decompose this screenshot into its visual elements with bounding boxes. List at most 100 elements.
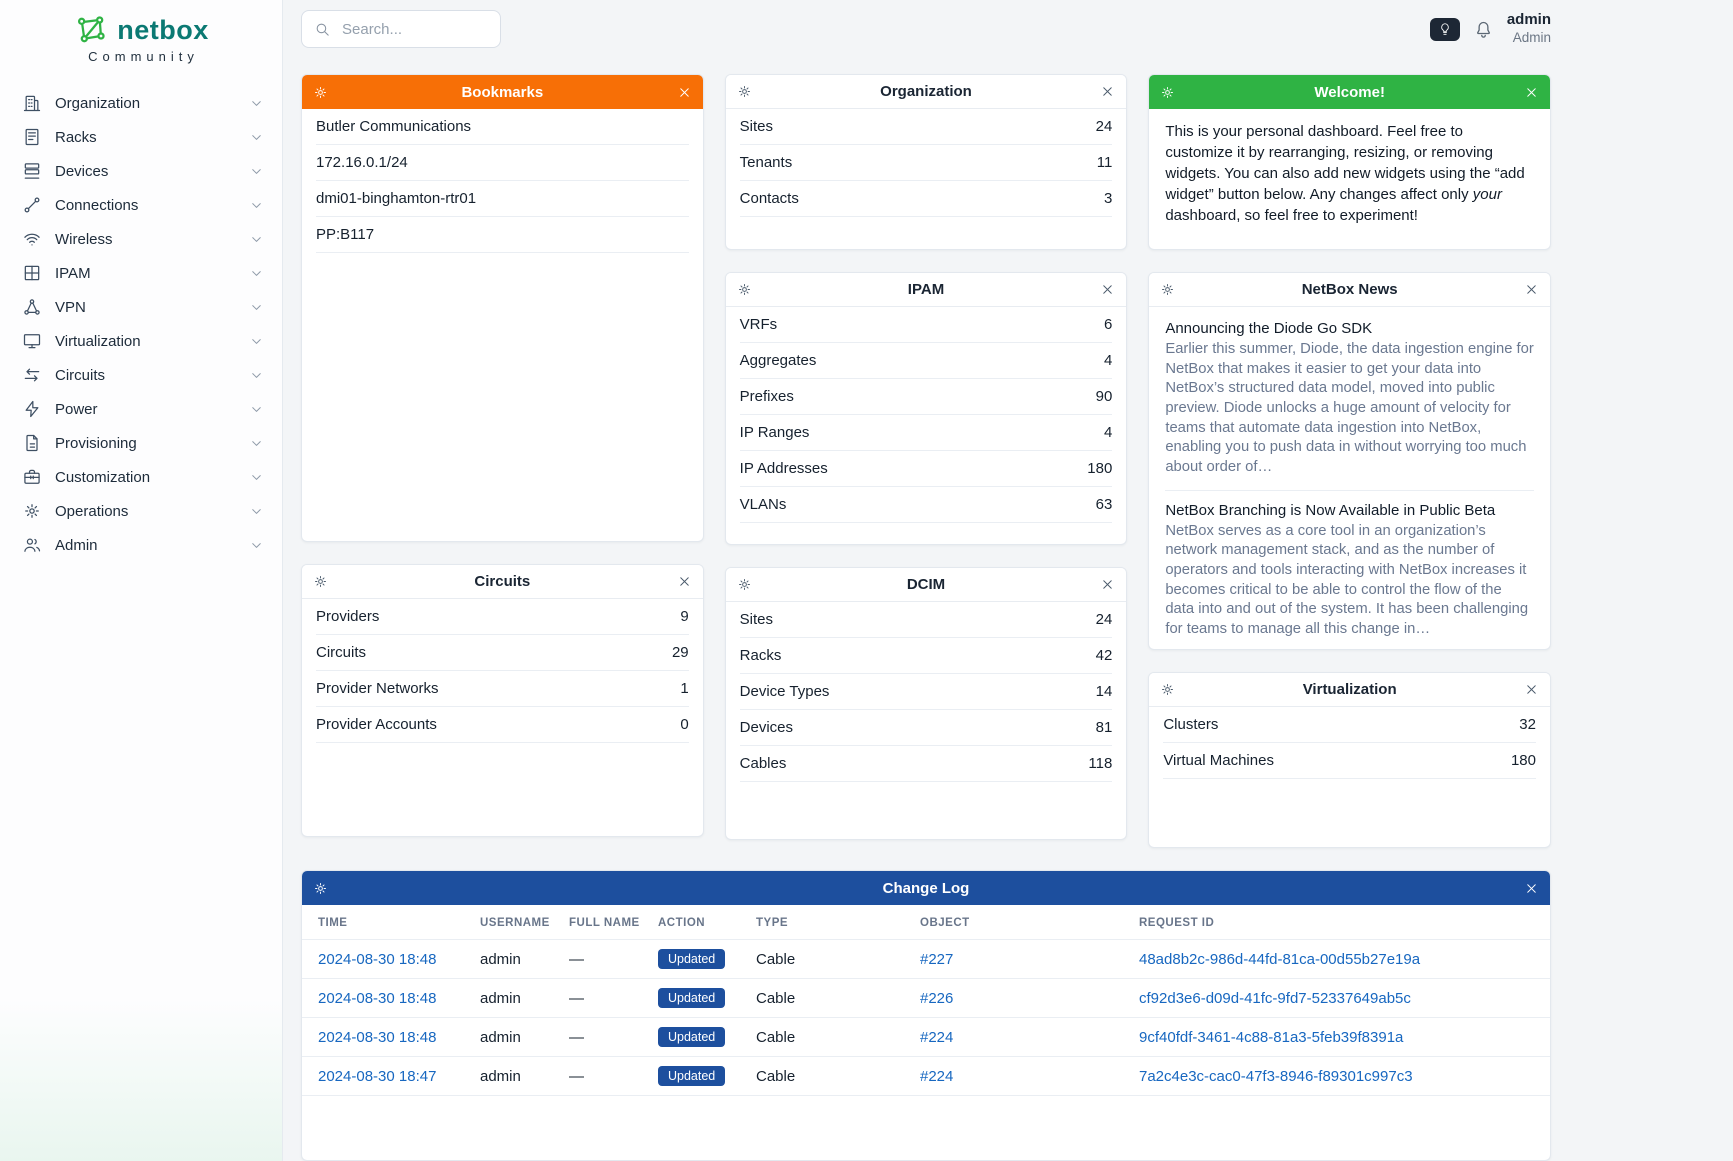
changelog-object-link[interactable]: #226 <box>920 989 954 1007</box>
widget-config-button[interactable] <box>735 575 754 594</box>
stat-row[interactable]: Clusters 32 <box>1163 707 1536 743</box>
widget-close-button[interactable] <box>1098 575 1117 594</box>
changelog-object-link[interactable]: #224 <box>920 1028 954 1046</box>
bookmark-item[interactable]: dmi01-binghamton-rtr01 <box>316 181 689 217</box>
sidebar-item-admin[interactable]: Admin <box>0 528 282 562</box>
gear-icon <box>738 86 750 97</box>
gears-icon <box>22 501 42 521</box>
stat-row[interactable]: Racks 42 <box>739 638 1113 674</box>
stat-row[interactable]: Providers 9 <box>316 599 689 635</box>
sidebar-item-power[interactable]: Power <box>0 392 282 426</box>
chevron-down-icon <box>249 232 264 247</box>
widget-config-button[interactable] <box>1158 83 1177 102</box>
widget-close-button[interactable] <box>1522 680 1541 699</box>
stat-row[interactable]: Cables 118 <box>739 746 1113 782</box>
sidebar-item-virtualization[interactable]: Virtualization <box>0 324 282 358</box>
stat-value: 9 <box>680 608 689 625</box>
stat-row[interactable]: Sites 24 <box>739 602 1113 638</box>
stat-row[interactable]: VRFs 6 <box>739 307 1113 343</box>
search-box[interactable] <box>301 10 501 48</box>
stat-row[interactable]: Virtual Machines 180 <box>1163 743 1536 779</box>
close-icon <box>1103 285 1113 294</box>
sidebar-item-wireless[interactable]: Wireless <box>0 222 282 256</box>
widget-config-button[interactable] <box>311 572 330 591</box>
stat-row[interactable]: VLANs 63 <box>739 487 1113 523</box>
changelog-object-link[interactable]: #224 <box>920 1067 954 1085</box>
stat-value: 4 <box>1103 424 1113 441</box>
sidebar-item-label: Provisioning <box>55 434 137 452</box>
widget-close-button[interactable] <box>1522 280 1541 299</box>
notifications-button[interactable] <box>1473 19 1494 40</box>
news-headline[interactable]: NetBox Branching is Now Available in Pub… <box>1165 501 1496 519</box>
changelog-request-id-link[interactable]: cf92d3e6-d09d-41fc-9fd7-52337649ab5c <box>1139 989 1411 1007</box>
changelog-request-id-link[interactable]: 7a2c4e3c-cac0-47f3-8946-f89301c997c3 <box>1139 1067 1413 1085</box>
widget-config-button[interactable] <box>1158 680 1177 699</box>
bookmark-label: 172.16.0.1/24 <box>316 154 408 171</box>
main-area: admin Admin Bookmarks Butler Communicati… <box>283 0 1733 1161</box>
widget-config-button[interactable] <box>735 280 754 299</box>
user-menu[interactable]: admin Admin <box>1507 11 1551 47</box>
stat-row[interactable]: Contacts 3 <box>739 181 1113 217</box>
sidebar-item-racks[interactable]: Racks <box>0 120 282 154</box>
stat-row[interactable]: Provider Accounts 0 <box>316 707 689 743</box>
stat-row[interactable]: Device Types 14 <box>739 674 1113 710</box>
sidebar-item-connections[interactable]: Connections <box>0 188 282 222</box>
stat-row[interactable]: IP Addresses 180 <box>739 451 1113 487</box>
stat-row[interactable]: Sites 24 <box>739 109 1113 145</box>
widget-config-button[interactable] <box>311 83 330 102</box>
sidebar-item-customization[interactable]: Customization <box>0 460 282 494</box>
lightbulb-icon <box>1441 23 1449 35</box>
widget-title: Circuits <box>474 573 531 590</box>
bookmark-item[interactable]: PP:B117 <box>316 217 689 253</box>
sidebar-item-ipam[interactable]: IPAM <box>0 256 282 290</box>
bookmark-item[interactable]: Butler Communications <box>316 109 689 145</box>
dashboard-column-1: Bookmarks Butler Communications 172.16.0… <box>301 74 704 848</box>
changelog-time-link[interactable]: 2024-08-30 18:48 <box>318 1028 437 1046</box>
sidebar-item-operations[interactable]: Operations <box>0 494 282 528</box>
stat-label: IP Ranges <box>739 424 810 441</box>
changelog-request-id-link[interactable]: 9cf40fdf-3461-4c88-81a3-5feb39f8391a <box>1139 1028 1404 1046</box>
changelog-request-id-link[interactable]: 48ad8b2c-986d-44fd-81ca-00d55b27e19a <box>1139 950 1421 968</box>
widget-close-button[interactable] <box>1098 82 1117 101</box>
stat-label: Sites <box>739 611 774 628</box>
column-header-full-name: FULL NAME <box>561 905 650 940</box>
brand[interactable]: netbox Community <box>0 0 282 64</box>
sidebar-item-organization[interactable]: Organization <box>0 86 282 120</box>
stat-label: Sites <box>739 118 774 135</box>
search-input[interactable] <box>340 19 480 39</box>
changelog-time-link[interactable]: 2024-08-30 18:47 <box>318 1067 437 1085</box>
widget-close-button[interactable] <box>675 572 694 591</box>
stat-row[interactable]: Devices 81 <box>739 710 1113 746</box>
bookmarks-widget: Bookmarks Butler Communications 172.16.0… <box>301 74 704 542</box>
ipam-widget-header: IPAM <box>725 273 1127 307</box>
widget-close-button[interactable] <box>675 83 694 102</box>
welcome-italic-word: your <box>1472 186 1502 203</box>
changelog-username: admin <box>472 978 561 1018</box>
widget-config-button[interactable] <box>311 879 330 898</box>
bookmark-item[interactable]: 172.16.0.1/24 <box>316 145 689 181</box>
stat-row[interactable]: IP Ranges 4 <box>739 415 1113 451</box>
stat-row[interactable]: Provider Networks 1 <box>316 671 689 707</box>
stat-row[interactable]: Tenants 11 <box>739 145 1113 181</box>
widget-close-button[interactable] <box>1098 280 1117 299</box>
widget-config-button[interactable] <box>1158 280 1177 299</box>
changelog-time-link[interactable]: 2024-08-30 18:48 <box>318 989 437 1007</box>
sidebar-item-circuits[interactable]: Circuits <box>0 358 282 392</box>
stat-row[interactable]: Aggregates 4 <box>739 343 1113 379</box>
sidebar-item-devices[interactable]: Devices <box>0 154 282 188</box>
news-headline[interactable]: Announcing the Diode Go SDK <box>1165 320 1373 337</box>
widget-close-button[interactable] <box>1522 879 1541 898</box>
stat-row[interactable]: Circuits 29 <box>316 635 689 671</box>
changelog-type: Cable <box>748 978 912 1018</box>
sidebar-item-vpn[interactable]: VPN <box>0 290 282 324</box>
widget-close-button[interactable] <box>1522 83 1541 102</box>
changelog-object-link[interactable]: #227 <box>920 950 954 968</box>
theme-toggle-button[interactable] <box>1429 17 1460 41</box>
stat-value: 90 <box>1095 388 1113 405</box>
stat-row[interactable]: Prefixes 90 <box>739 379 1113 415</box>
action-badge: Updated <box>658 949 726 969</box>
widget-config-button[interactable] <box>735 82 754 101</box>
sidebar-item-provisioning[interactable]: Provisioning <box>0 426 282 460</box>
changelog-time-link[interactable]: 2024-08-30 18:48 <box>318 950 437 968</box>
sidebar: netbox Community Organization Racks Devi… <box>0 0 283 1161</box>
